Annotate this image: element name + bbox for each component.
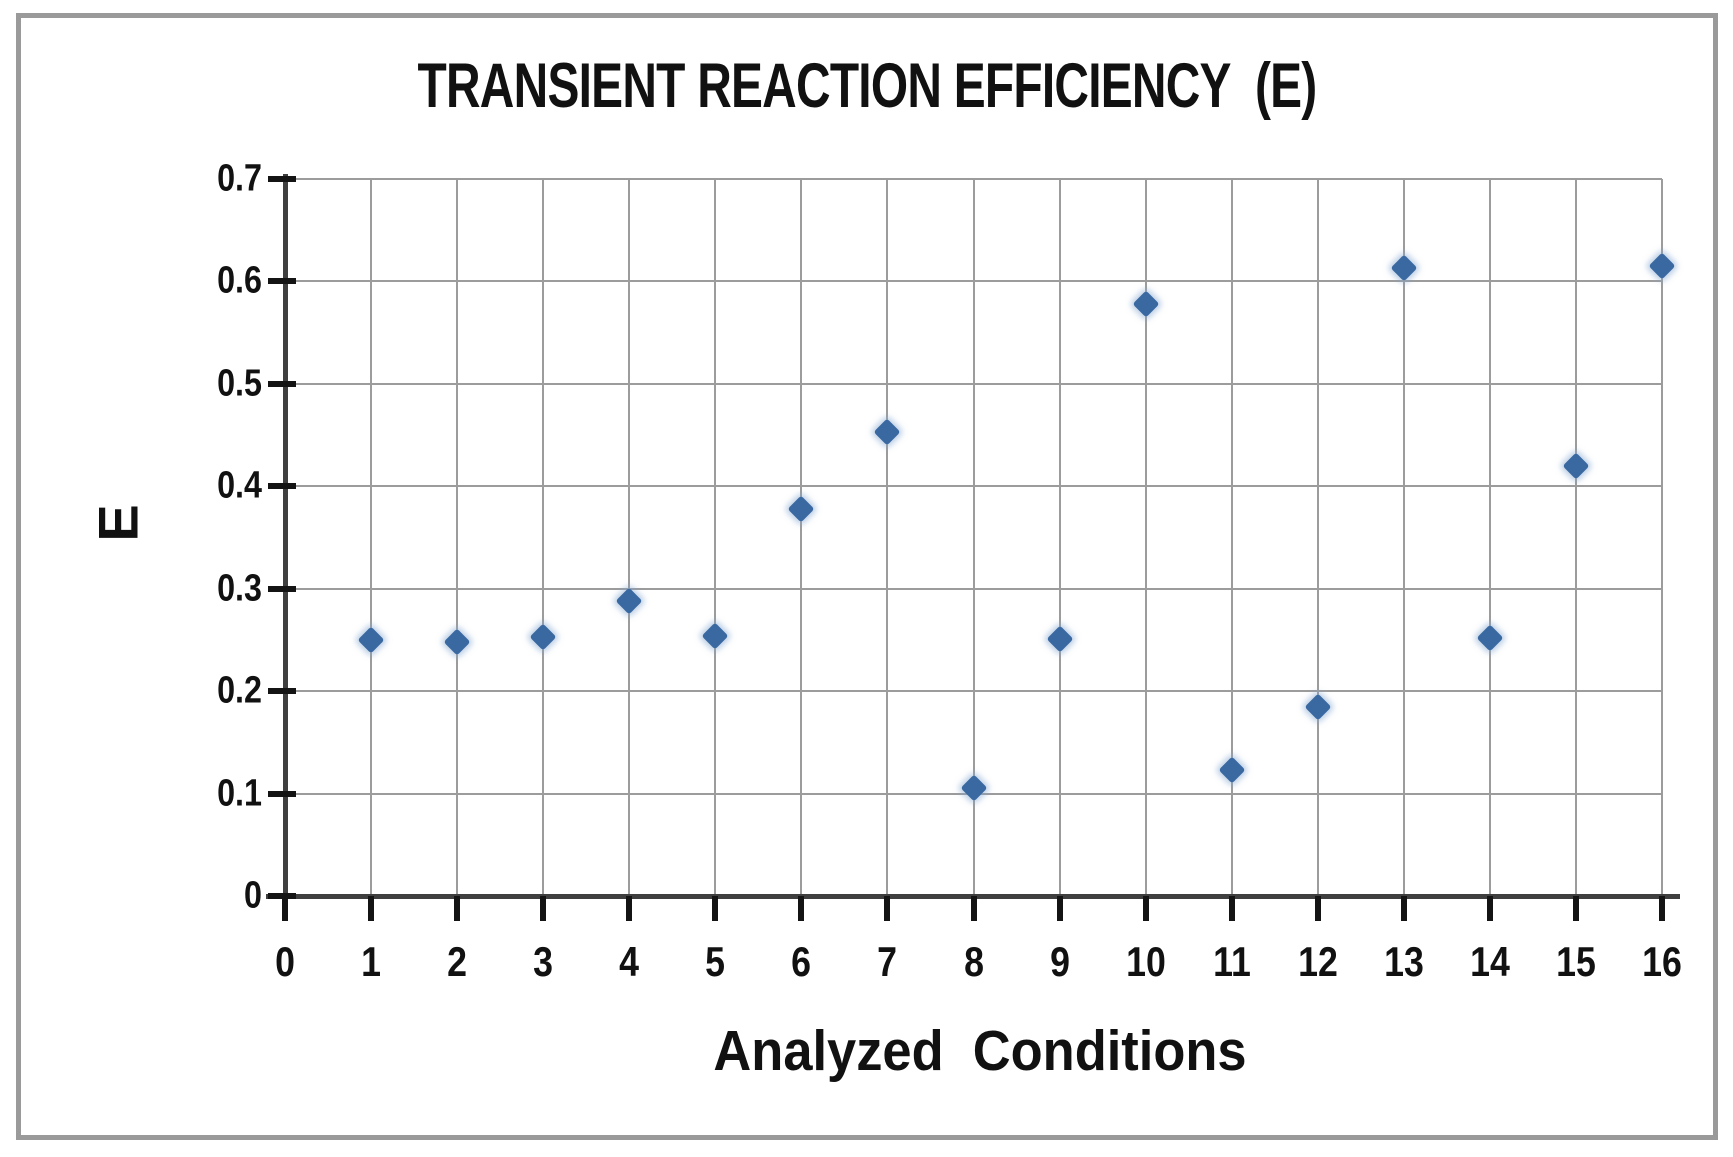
x-tick-label: 2 [447,938,468,985]
x-axis-tick [970,896,977,921]
y-axis-tick [268,790,296,797]
x-axis-tick [1400,896,1407,921]
x-tick-label: 12 [1297,938,1338,985]
y-tick-label: 0.6 [217,259,262,302]
y-axis-tick [268,278,296,285]
vertical-gridline [714,179,717,896]
x-axis-tick [884,896,891,921]
x-axis-tick [1486,896,1493,921]
x-axis-tick [712,896,719,921]
x-tick-label: 16 [1642,938,1682,985]
vertical-gridline [1058,179,1061,896]
y-axis-tick [268,585,296,592]
x-tick-label: 7 [877,938,898,985]
horizontal-gridline [285,382,1662,385]
x-axis-tick [368,896,375,921]
x-axis-tick [1056,896,1063,921]
y-axis-tick [268,380,296,387]
chart-title: TRANSIENT REACTION EFFICIENCY (E) [417,51,1318,121]
vertical-gridline [972,179,975,896]
horizontal-gridline [285,178,1662,180]
x-tick-label: 5 [705,938,726,985]
vertical-gridline [1488,179,1491,896]
y-axis-title: E [86,504,150,542]
x-axis-tick [1228,896,1235,921]
x-axis-tick [454,896,461,921]
x-tick-label: 14 [1470,938,1510,985]
horizontal-gridline [285,690,1662,693]
y-axis-tick [268,688,296,695]
x-tick-label: 4 [619,938,640,985]
x-axis-tick [626,896,633,921]
x-axis-tick [282,896,288,921]
vertical-gridline [1661,179,1663,896]
x-axis-tick [1572,896,1579,921]
y-axis-tick [268,176,296,182]
vertical-gridline [1316,179,1319,896]
x-tick-label: 1 [361,938,381,985]
y-tick-label: 0.3 [217,567,262,610]
x-tick-label: 6 [791,938,812,985]
horizontal-gridline [285,587,1662,590]
vertical-gridline [1144,179,1147,896]
y-tick-label: 0.5 [217,362,262,405]
x-axis-tick [1659,896,1665,921]
vertical-gridline [370,179,373,896]
vertical-gridline [1574,179,1577,896]
horizontal-gridline [285,280,1662,283]
y-axis-line [283,174,288,901]
vertical-gridline [1230,179,1233,896]
x-tick-label: 8 [963,938,984,985]
vertical-gridline [1402,179,1405,896]
horizontal-gridline [285,485,1662,488]
vertical-gridline [456,179,459,896]
x-tick-label: 11 [1212,938,1251,985]
vertical-gridline [542,179,545,896]
y-tick-label: 0.1 [217,772,262,815]
x-axis-tick [1314,896,1321,921]
x-tick-label: 15 [1556,938,1596,985]
vertical-gridline [886,179,889,896]
y-tick-label: 0.4 [217,464,262,507]
y-tick-label: 0.7 [217,157,262,200]
x-axis-title: Analyzed Conditions [713,1019,1247,1083]
vertical-gridline [800,179,803,896]
x-axis-tick [798,896,805,921]
chart-border-frame [16,13,1718,1140]
y-tick-label: 0 [244,874,262,917]
y-tick-label: 0.2 [217,669,262,712]
x-axis-tick [1142,896,1149,921]
x-tick-label: 9 [1049,938,1070,985]
y-axis-tick [268,483,296,490]
x-tick-label: 0 [275,938,295,985]
vertical-gridline [628,179,631,896]
x-axis-tick [540,896,547,921]
x-tick-label: 3 [533,938,554,985]
x-tick-label: 10 [1125,938,1166,985]
x-tick-label: 13 [1383,938,1424,985]
